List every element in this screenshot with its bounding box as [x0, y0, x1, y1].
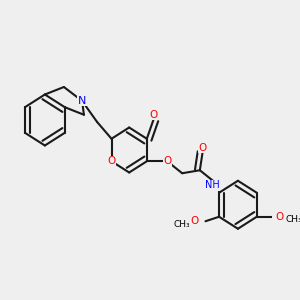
Text: O: O [276, 212, 284, 222]
Text: O: O [149, 110, 158, 120]
Text: O: O [190, 216, 199, 226]
Text: O: O [198, 143, 207, 153]
Text: O: O [107, 156, 116, 166]
Text: CH₃: CH₃ [174, 220, 190, 229]
Text: NH: NH [205, 180, 220, 190]
Text: CH₃: CH₃ [285, 215, 300, 224]
Text: O: O [163, 156, 171, 166]
Text: N: N [78, 96, 86, 106]
